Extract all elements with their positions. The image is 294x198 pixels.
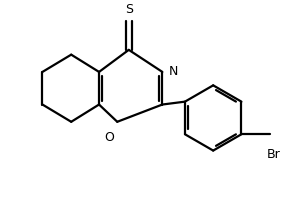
Text: Br: Br <box>267 148 281 161</box>
Text: O: O <box>105 131 115 144</box>
Text: S: S <box>125 3 133 16</box>
Text: N: N <box>169 65 178 78</box>
